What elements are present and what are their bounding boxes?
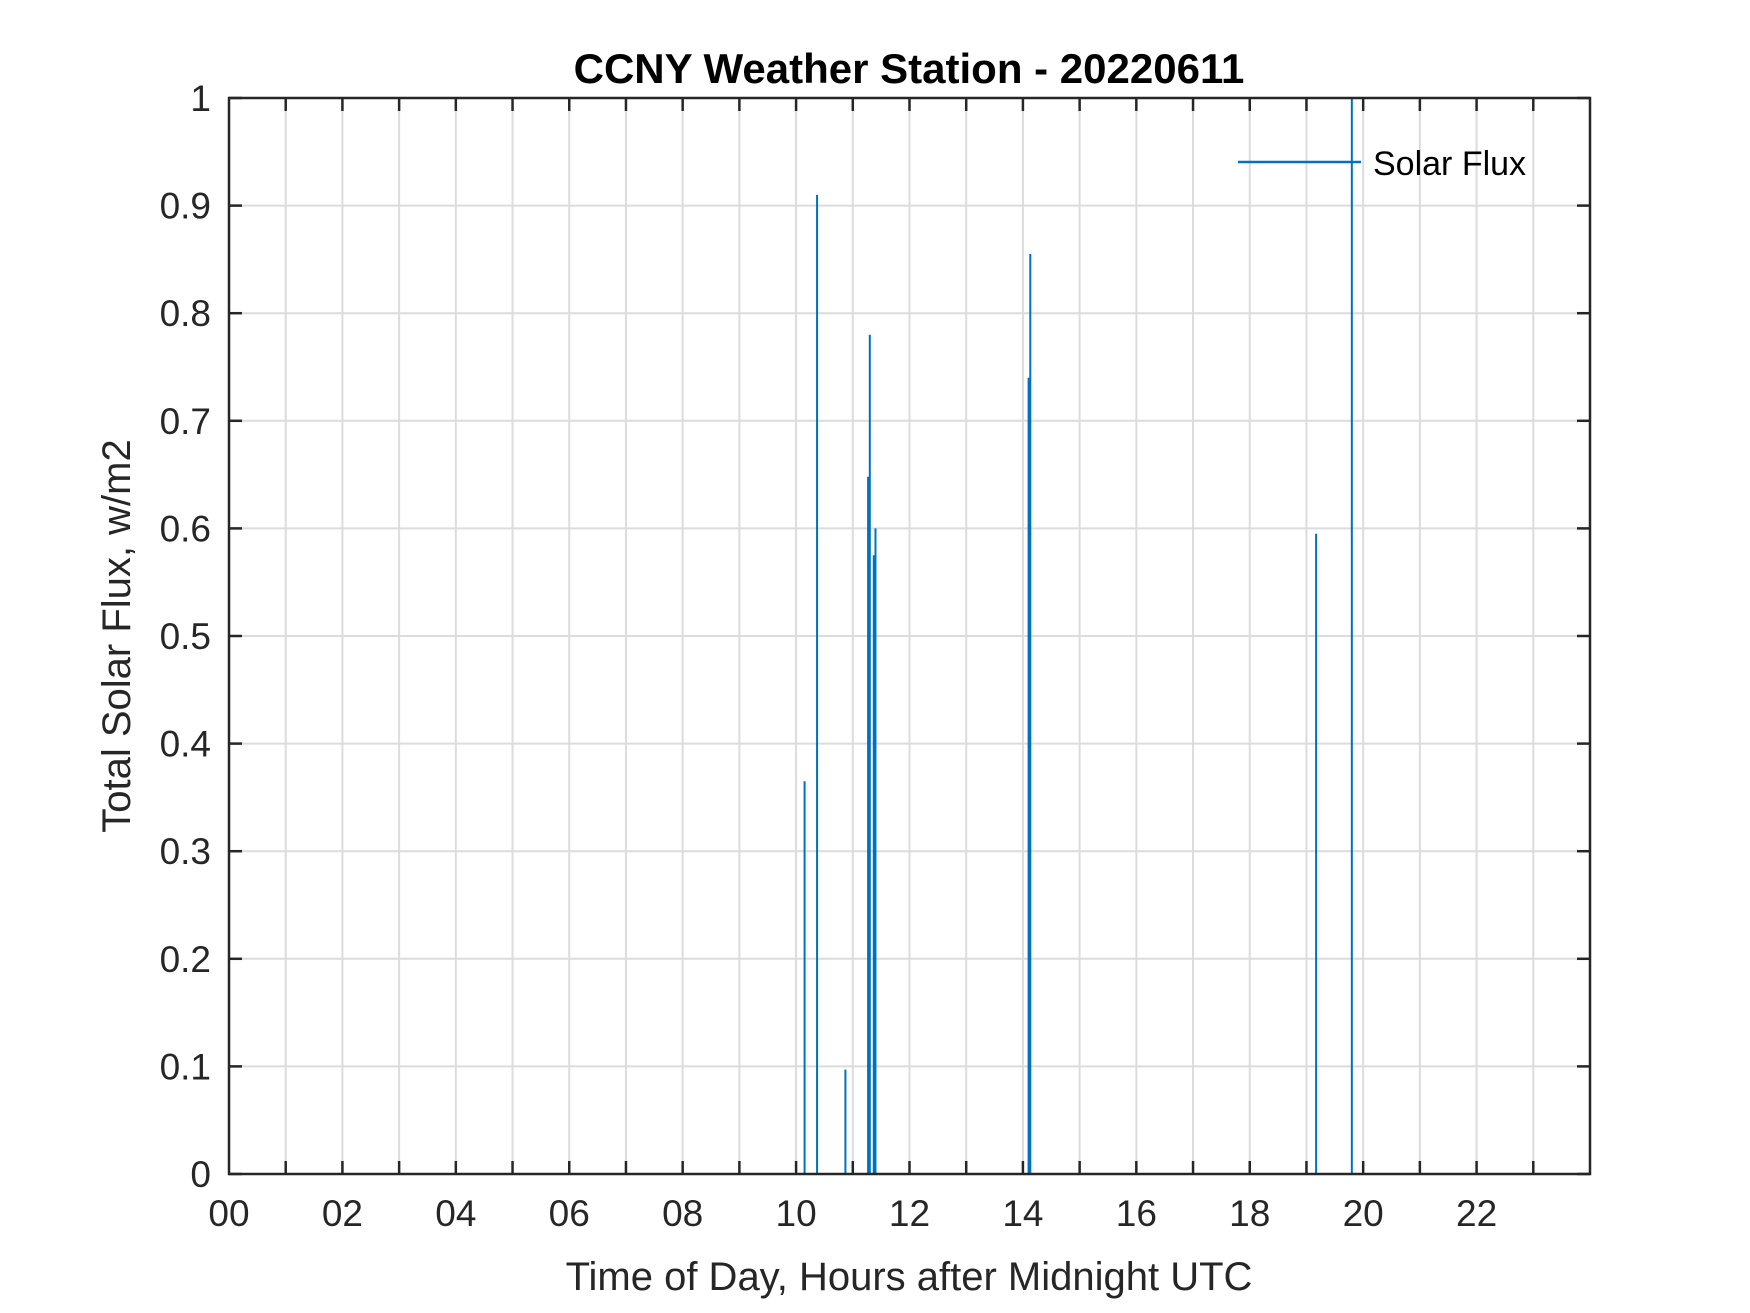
chart-title: CCNY Weather Station - 20220611: [574, 45, 1245, 92]
x-tick-label: 10: [776, 1193, 817, 1234]
x-tick-label: 22: [1456, 1193, 1497, 1234]
y-tick-label: 0.7: [160, 401, 211, 442]
y-tick-label: 0.9: [160, 186, 211, 227]
x-tick-label: 16: [1116, 1193, 1157, 1234]
y-tick-label: 0.4: [160, 724, 211, 765]
x-axis-label: Time of Day, Hours after Midnight UTC: [566, 1255, 1253, 1299]
y-tick-label: 0.5: [160, 616, 211, 657]
y-tick-label: 0: [190, 1154, 211, 1195]
axis-ticks: 00 02 04 06 08 10 12 14 16 18 20 22 0 0.1 0.2 0.3 0.4 0.5…: [160, 78, 1590, 1234]
x-tick-label: 12: [889, 1193, 930, 1234]
x-tick-label: 04: [435, 1193, 476, 1234]
x-tick-label: 00: [208, 1193, 249, 1234]
legend: Solar Flux: [1238, 145, 1526, 183]
y-tick-label: 0.6: [160, 508, 211, 549]
x-tick-label: 08: [662, 1193, 703, 1234]
x-tick-label: 14: [1002, 1193, 1043, 1234]
grid-lines: [229, 98, 1590, 1174]
legend-label: Solar Flux: [1373, 145, 1526, 183]
y-tick-label: 0.1: [160, 1046, 211, 1087]
x-tick-label: 18: [1229, 1193, 1270, 1234]
y-tick-label: 0.8: [160, 293, 211, 334]
x-tick-label: 06: [549, 1193, 590, 1234]
y-axis-label: Total Solar Flux, w/m2: [95, 439, 139, 832]
y-tick-label: 1: [190, 78, 211, 119]
y-tick-label: 0.2: [160, 939, 211, 980]
series-solar-flux: [803, 98, 1353, 1174]
y-tick-label: 0.3: [160, 831, 211, 872]
x-tick-label: 02: [322, 1193, 363, 1234]
x-tick-label: 20: [1343, 1193, 1384, 1234]
